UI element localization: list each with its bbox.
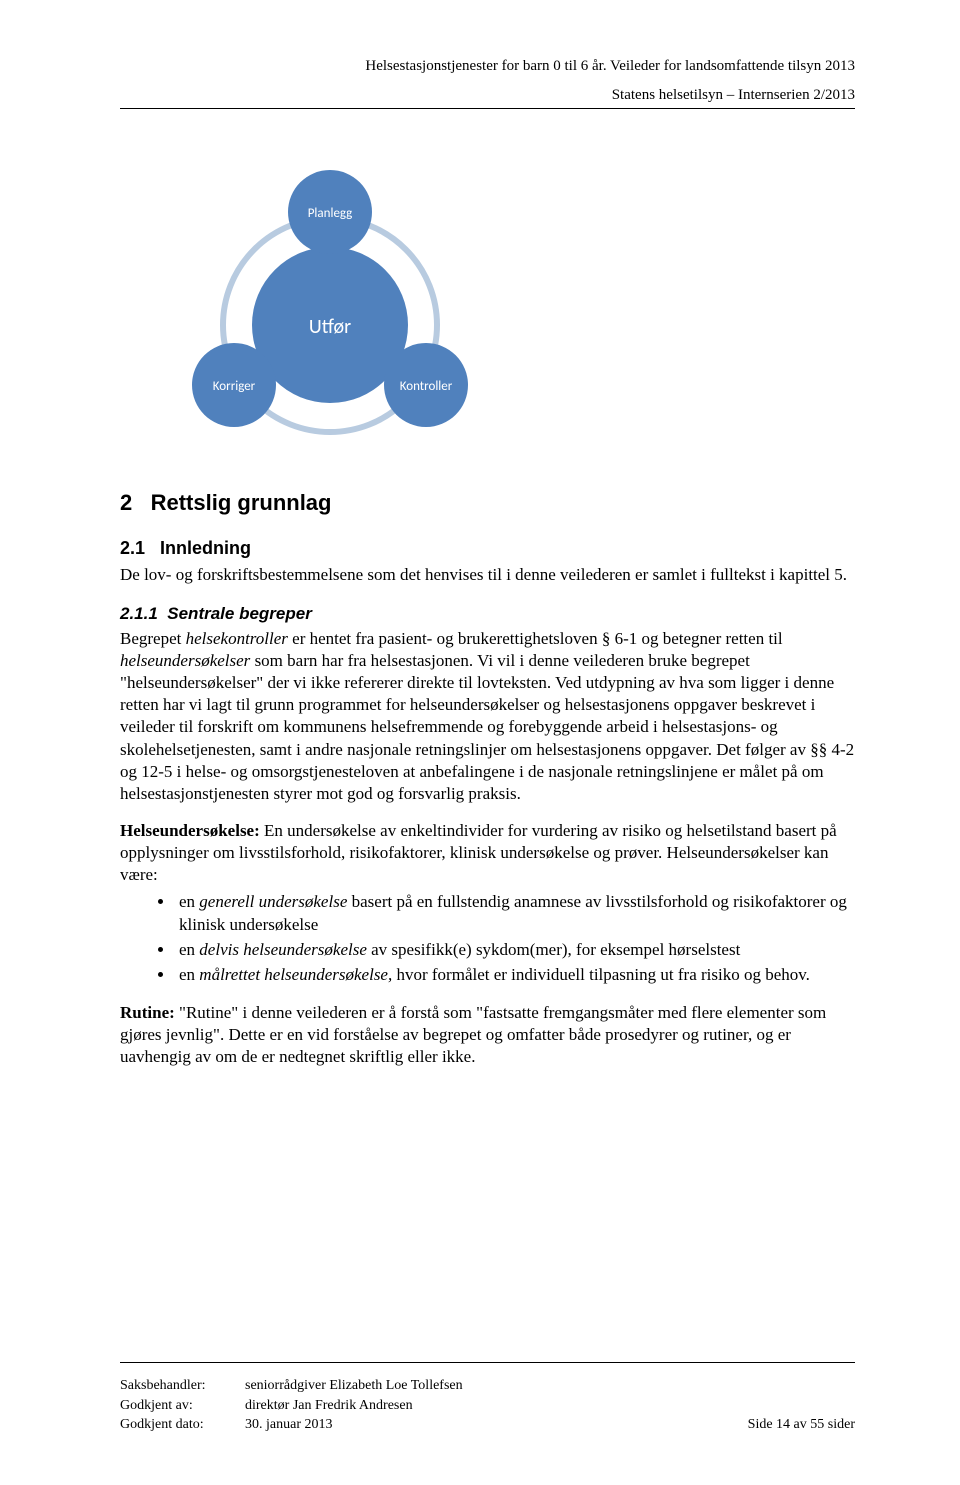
subsection-number: 2.1 bbox=[120, 538, 145, 558]
subsubsection-number: 2.1.1 bbox=[120, 604, 158, 623]
footer-value: direktør Jan Fredrik Andresen bbox=[245, 1396, 855, 1416]
footer-row: Godkjent dato: 30. januar 2013 Side 14 a… bbox=[120, 1415, 855, 1435]
cycle-diagram: Utfør Planlegg Korriger Kontroller bbox=[150, 140, 510, 480]
footer-value: seniorrådgiver Elizabeth Loe Tollefsen bbox=[245, 1376, 855, 1396]
bottom-left-label: Korriger bbox=[213, 379, 256, 394]
subsection-title: Innledning bbox=[160, 538, 251, 558]
center-label: Utfør bbox=[309, 315, 351, 339]
header-line1: Helsestasjonstjenester for barn 0 til 6 … bbox=[365, 55, 855, 78]
header-right: Helsestasjonstjenester for barn 0 til 6 … bbox=[365, 55, 855, 106]
paragraph-2: Helseundersøkelse: En undersøkelse av en… bbox=[120, 820, 855, 886]
footer-page: Side 14 av 55 sider bbox=[748, 1415, 855, 1435]
section-number: 2 bbox=[120, 490, 132, 515]
list-item: en delvis helseundersøkelse av spesifikk… bbox=[175, 938, 855, 961]
header-line2: Statens helsetilsyn – Internserien 2/201… bbox=[365, 84, 855, 107]
footer-label: Godkjent av: bbox=[120, 1396, 245, 1416]
bottom-right-label: Kontroller bbox=[400, 379, 453, 394]
footer: Saksbehandler: seniorrådgiver Elizabeth … bbox=[120, 1376, 855, 1435]
footer-value: 30. januar 2013 bbox=[245, 1415, 748, 1435]
list-item: en målrettet helseundersøkelse, hvor for… bbox=[175, 963, 855, 986]
list-item: en generell undersøkelse basert på en fu… bbox=[175, 890, 855, 936]
footer-row: Godkjent av: direktør Jan Fredrik Andres… bbox=[120, 1396, 855, 1416]
subsection-intro: De lov- og forskriftsbestemmelsene som d… bbox=[120, 564, 855, 586]
header-rule bbox=[120, 108, 855, 109]
footer-label: Godkjent dato: bbox=[120, 1415, 245, 1435]
section-title: Rettslig grunnlag bbox=[151, 490, 332, 515]
subsection-heading: 2.1 Innledning bbox=[120, 538, 855, 559]
paragraph-3: Rutine: "Rutine" i denne veilederen er å… bbox=[120, 1002, 855, 1068]
footer-row: Saksbehandler: seniorrådgiver Elizabeth … bbox=[120, 1376, 855, 1396]
bullet-list: en generell undersøkelse basert på en fu… bbox=[120, 890, 855, 986]
footer-label: Saksbehandler: bbox=[120, 1376, 245, 1396]
top-label: Planlegg bbox=[308, 206, 353, 221]
subsubsection-title: Sentrale begreper bbox=[167, 604, 312, 623]
section-heading: 2 Rettslig grunnlag bbox=[120, 490, 855, 516]
footer-rule bbox=[120, 1362, 855, 1363]
subsubsection-heading: 2.1.1 Sentrale begreper bbox=[120, 604, 855, 624]
paragraph-1: Begrepet helsekontroller er hentet fra p… bbox=[120, 628, 855, 805]
